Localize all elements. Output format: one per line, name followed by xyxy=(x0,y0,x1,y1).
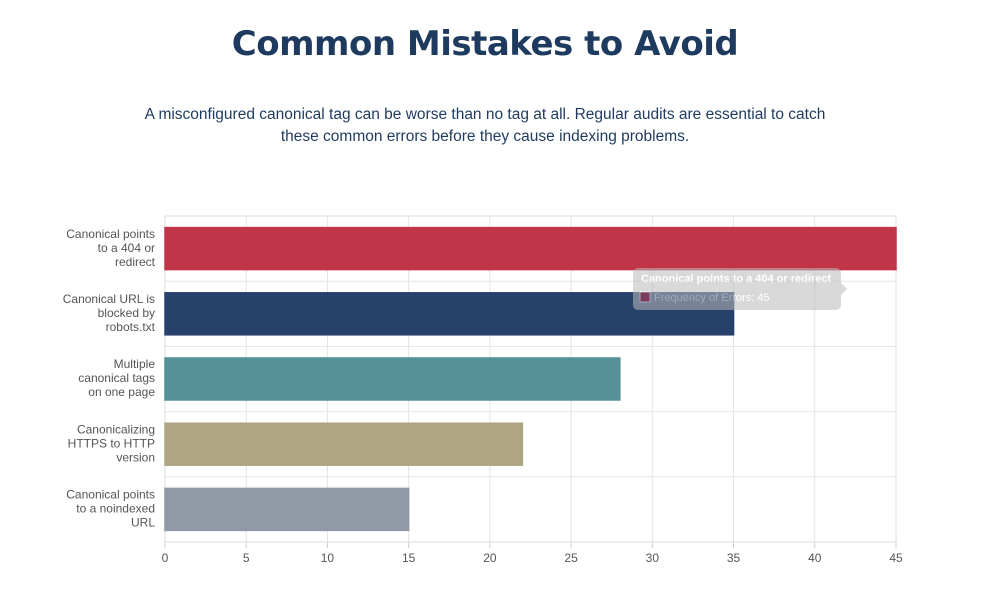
x-tick-label: 0 xyxy=(162,551,169,565)
tooltip-title: Canonical points to a 404 or redirect xyxy=(641,273,831,285)
x-tick-label: 5 xyxy=(243,551,250,565)
tooltip-swatch xyxy=(639,291,651,303)
x-tick-label: 10 xyxy=(321,551,335,565)
y-tick-label: to a noindexed xyxy=(76,502,155,516)
bar xyxy=(164,357,621,401)
y-tick-label: Canonical points xyxy=(66,227,155,241)
tooltip-title-part: redirect xyxy=(791,273,832,285)
y-tick-label: URL xyxy=(131,516,155,530)
y-tick-label: version xyxy=(116,450,155,464)
tooltip-title-part: to a 404 or xyxy=(733,273,789,285)
x-tick-label: 20 xyxy=(483,551,497,565)
y-tick-label: Canonicalizing xyxy=(77,422,155,436)
page-subtitle: A misconfigured canonical tag can be wor… xyxy=(144,106,826,145)
y-tick-label: on one page xyxy=(88,385,155,399)
y-tick-label: HTTPS to HTTP xyxy=(68,436,155,450)
tooltip-title-part: Canonical points xyxy=(641,273,730,285)
tooltip-body: Frequency of Errors: 45 xyxy=(654,292,770,304)
page-title: Common Mistakes to Avoid xyxy=(231,24,739,64)
y-tick-label: redirect xyxy=(115,255,156,269)
x-tick-label: 35 xyxy=(727,551,741,565)
y-tick-label: robots.txt xyxy=(106,320,156,334)
y-tick-label: blocked by xyxy=(98,306,155,320)
y-tick-label: to a 404 or xyxy=(98,241,155,255)
y-tick-label: Multiple xyxy=(114,357,156,371)
tooltip-series: Frequency of Errors xyxy=(654,292,752,304)
x-tick-label: 25 xyxy=(564,551,578,565)
tooltip-value: 45 xyxy=(757,292,769,304)
x-tick-label: 30 xyxy=(646,551,660,565)
bar xyxy=(164,487,410,532)
tooltip: Canonical points to a 404 or redirect Fre… xyxy=(633,268,847,310)
x-tick-label: 40 xyxy=(808,551,822,565)
x-tick-label: 15 xyxy=(402,551,416,565)
x-tick-label: 45 xyxy=(889,551,903,565)
tooltip-box xyxy=(633,268,841,310)
y-tick-label: canonical tags xyxy=(78,371,155,385)
y-tick-label: Canonical URL is xyxy=(63,292,155,306)
tooltip-caret xyxy=(841,283,847,295)
bar xyxy=(164,226,897,271)
y-tick-label: Canonical points xyxy=(66,488,155,502)
bar xyxy=(164,422,524,466)
